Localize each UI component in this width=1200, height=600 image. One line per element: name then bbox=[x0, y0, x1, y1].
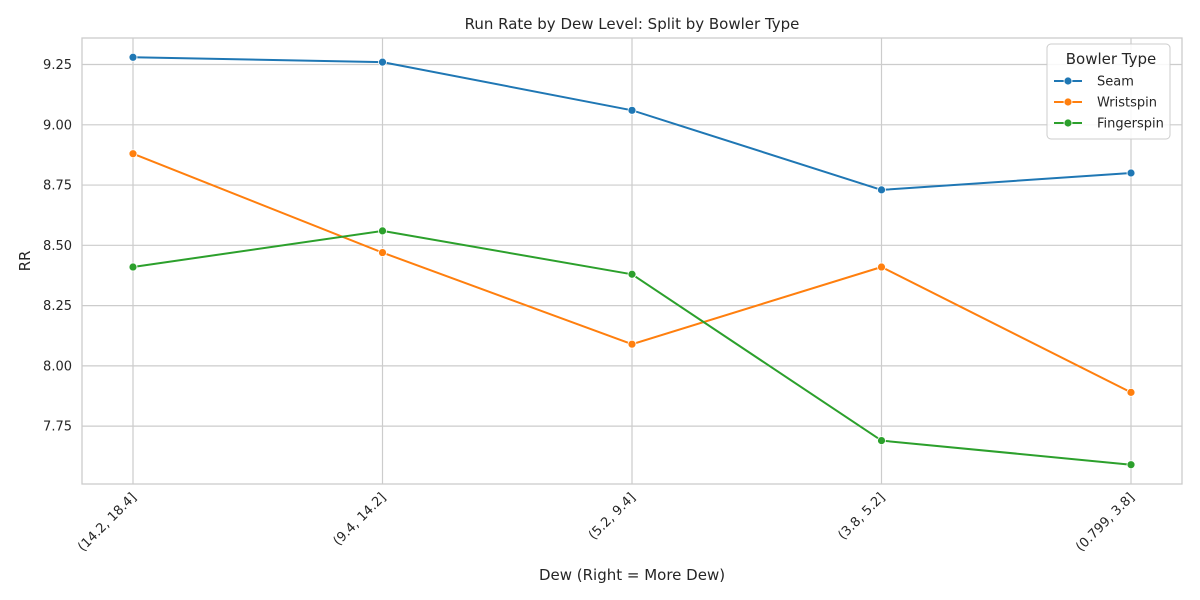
y-tick-label: 8.50 bbox=[43, 239, 72, 254]
y-tick-label: 9.00 bbox=[43, 118, 72, 133]
x-tick-label: (0.799, 3.8] bbox=[1073, 490, 1138, 555]
data-point bbox=[378, 226, 387, 236]
y-tick-label: 8.25 bbox=[43, 299, 72, 314]
data-point bbox=[1126, 387, 1136, 397]
data-point bbox=[378, 248, 387, 257]
y-axis-ticks: 7.75 8.00 8.25 8.50 8.75 9.00 9.25 bbox=[43, 58, 72, 435]
data-point bbox=[627, 269, 637, 279]
y-axis-label: RR bbox=[16, 251, 34, 272]
data-point bbox=[128, 52, 138, 62]
legend: Bowler Type Seam Wristspin Fingerspin bbox=[1046, 43, 1171, 140]
legend-label: Fingerspin bbox=[1097, 117, 1164, 132]
legend-box bbox=[1046, 43, 1171, 140]
data-point bbox=[1126, 460, 1136, 470]
plot-frame bbox=[81, 37, 1183, 485]
series-wristspin bbox=[128, 149, 1136, 397]
legend-title: Bowler Type bbox=[1066, 50, 1157, 68]
y-tick-label: 9.25 bbox=[43, 58, 72, 73]
legend-item-seam: Seam bbox=[1054, 75, 1134, 90]
data-point bbox=[128, 149, 138, 159]
legend-marker bbox=[1063, 97, 1073, 107]
legend-label: Wristspin bbox=[1097, 96, 1157, 111]
x-axis-ticks: (14.2, 18.4] (9.4, 14.2] (5.2, 9.4] (3.8, 5… bbox=[75, 490, 1138, 555]
legend-item-fingerspin: Fingerspin bbox=[1054, 117, 1164, 132]
data-point bbox=[128, 262, 138, 272]
y-tick-label: 8.00 bbox=[43, 359, 72, 374]
legend-marker bbox=[1063, 76, 1073, 86]
data-point bbox=[627, 105, 637, 115]
series-layer bbox=[128, 52, 1136, 470]
y-tick-label: 8.75 bbox=[43, 179, 72, 194]
data-point bbox=[378, 57, 387, 67]
legend-items: Seam Wristspin Fingerspin bbox=[1054, 75, 1164, 132]
grid-layer bbox=[82, 38, 1182, 484]
chart-title: Run Rate by Dew Level: Split by Bowler T… bbox=[465, 15, 800, 33]
series-fingerspin bbox=[128, 226, 1136, 470]
x-tick-label: (9.4, 14.2] bbox=[331, 490, 390, 549]
data-point bbox=[877, 262, 886, 272]
series-seam bbox=[128, 52, 1136, 195]
data-point bbox=[1126, 168, 1136, 178]
x-tick-label: (3.8, 5.2] bbox=[835, 490, 888, 543]
data-point bbox=[877, 185, 886, 195]
data-point bbox=[627, 339, 637, 349]
legend-item-wristspin: Wristspin bbox=[1054, 96, 1157, 111]
legend-marker bbox=[1063, 118, 1073, 128]
data-point bbox=[877, 436, 886, 446]
legend-label: Seam bbox=[1097, 75, 1134, 90]
x-tick-label: (14.2, 18.4] bbox=[75, 490, 140, 555]
x-tick-label: (5.2, 9.4] bbox=[586, 490, 639, 543]
y-tick-label: 7.75 bbox=[43, 420, 72, 435]
x-axis-label: Dew (Right = More Dew) bbox=[539, 566, 725, 584]
